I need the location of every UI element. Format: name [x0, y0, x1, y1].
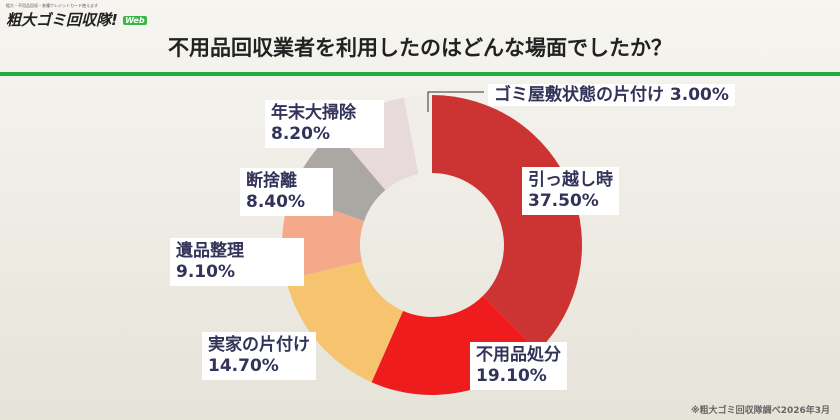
donut-slice-0 [432, 95, 582, 352]
divider [0, 72, 840, 76]
label-3: 遺品整理 9.10% [170, 238, 304, 286]
logo-tagline: 粗大・不用品回収・各種クレジットカード使えます [6, 3, 98, 8]
leader-line [427, 91, 484, 112]
label-0: 引っ越し時 37.50% [522, 167, 619, 215]
brand-logo: 粗大・不用品回収・各種クレジットカード使えます 粗大ゴミ回収隊! Web [6, 3, 147, 30]
label-6: ゴミ屋敷状態の片付け 3.00% [488, 84, 735, 106]
label-1: 不用品処分 19.10% [470, 342, 567, 390]
logo-name: 粗大ゴミ回収隊! Web [6, 11, 147, 29]
label-2: 実家の片付け 14.70% [202, 332, 316, 380]
page-title: 不用品回収業者を利用したのはどんな場面でしたか？ [168, 36, 672, 60]
label-4: 断捨離 8.40% [240, 168, 333, 216]
label-5: 年末大掃除 8.20% [265, 100, 384, 148]
donut-slice-6 [403, 95, 432, 175]
footnote: ※粗大ゴミ回収隊調べ2026年3月 [690, 406, 830, 416]
donut-slice-2 [286, 261, 403, 383]
